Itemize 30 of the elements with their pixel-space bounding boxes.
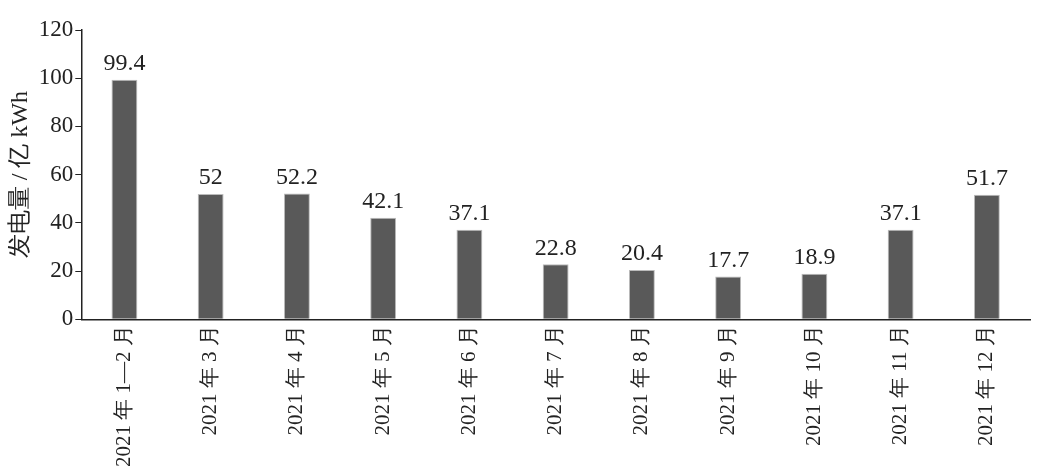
x-tick-label: 2021 年 6 月 <box>455 325 480 436</box>
y-tick-label: 0 <box>61 305 74 331</box>
y-tick-label: 100 <box>38 64 74 90</box>
data-label: 52.2 <box>275 162 318 189</box>
x-tick-label: 2021 年 8 月 <box>628 325 653 436</box>
y-tick-label: 60 <box>50 160 74 186</box>
y-axis-title: 发电量 / 亿 kWh <box>5 90 32 259</box>
data-label: 17.7 <box>707 245 750 272</box>
data-label: 20.4 <box>620 239 663 266</box>
x-tick-label: 2021 年 11 月 <box>887 325 912 446</box>
x-tick-label: 2021 年 5 月 <box>369 325 394 436</box>
data-label: 37.1 <box>448 199 491 226</box>
x-tick-label: 2021 年 9 月 <box>714 325 739 436</box>
data-label: 22.8 <box>534 233 577 260</box>
data-label: 18.9 <box>793 242 836 269</box>
y-tick-label: 20 <box>50 257 74 283</box>
y-tick-label: 120 <box>38 16 74 42</box>
data-label: 52 <box>198 163 223 190</box>
y-tick-label: 80 <box>50 112 74 138</box>
x-tick-label: 2021 年 10 月 <box>800 325 825 446</box>
x-tick-label: 2021 年 1—2 月 <box>110 325 135 467</box>
data-label: 37.1 <box>879 199 922 226</box>
data-label: 51.7 <box>965 163 1008 190</box>
x-tick-label: 2021 年 4 月 <box>283 325 308 436</box>
x-tick-label: 2021 年 12 月 <box>973 325 998 446</box>
data-label: 42.1 <box>362 187 405 214</box>
y-tick-label: 40 <box>50 208 74 234</box>
x-tick-label: 2021 年 3 月 <box>197 325 222 436</box>
data-label: 99.4 <box>103 48 146 75</box>
x-tick-label: 2021 年 7 月 <box>542 325 567 436</box>
